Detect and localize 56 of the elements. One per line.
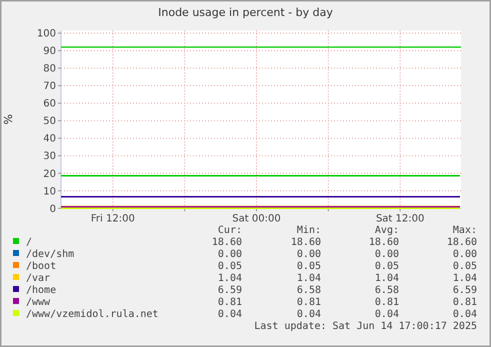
y-tick-label: 100 bbox=[36, 28, 56, 40]
text: 0.05 bbox=[296, 261, 321, 272]
text: 0.81 bbox=[218, 297, 242, 308]
y-tick-label: 90 bbox=[43, 46, 56, 58]
text: 1.04 bbox=[218, 273, 242, 284]
text: 6.59 bbox=[218, 285, 242, 296]
y-tick-label: 0 bbox=[50, 204, 56, 215]
text: 1.04 bbox=[452, 273, 477, 284]
text: 6.58 bbox=[374, 285, 399, 296]
text: 0.81 bbox=[452, 297, 477, 308]
legend-label: /var bbox=[26, 273, 50, 284]
legend-label: /www bbox=[26, 297, 52, 308]
y-tick-label: 40 bbox=[43, 134, 56, 145]
y-tick-label: 20 bbox=[43, 168, 56, 180]
text: Avg: bbox=[374, 225, 399, 236]
legend-label: / bbox=[26, 237, 32, 248]
legend-label: /dev/shm bbox=[26, 249, 74, 260]
y-tick-label: 70 bbox=[43, 81, 56, 92]
legend-label: /home bbox=[26, 285, 56, 296]
y-tick-label: 60 bbox=[43, 98, 56, 110]
text: Last update: Sat Jun 14 17:00:17 2025 bbox=[254, 321, 477, 332]
text: 1.04 bbox=[296, 273, 321, 284]
text: 0.00 bbox=[374, 249, 399, 260]
text: 0.05 bbox=[374, 261, 399, 272]
chart-title: Inode usage in percent - by day bbox=[158, 6, 334, 19]
text: 0.81 bbox=[296, 297, 321, 308]
text: Cur: bbox=[218, 225, 242, 236]
y-tick-label: 10 bbox=[43, 186, 56, 198]
text: 0.00 bbox=[296, 249, 321, 260]
y-axis-title: % bbox=[2, 114, 15, 125]
text: 0.04 bbox=[374, 309, 399, 320]
text: 0.05 bbox=[218, 261, 242, 272]
legend-label: /www/vzemidol.rula.net bbox=[26, 309, 158, 320]
text: 0.04 bbox=[452, 309, 477, 320]
x-tick-label: Sat 00:00 bbox=[232, 213, 281, 224]
text: 0.00 bbox=[452, 249, 477, 260]
x-tick-label: Sat 12:00 bbox=[376, 213, 424, 224]
text: 0.05 bbox=[452, 261, 477, 272]
text: 6.58 bbox=[296, 285, 321, 296]
legend-label: /boot bbox=[26, 261, 56, 272]
y-tick-label: 80 bbox=[43, 64, 56, 75]
text: 0.81 bbox=[374, 297, 399, 308]
text: 0.00 bbox=[218, 249, 242, 260]
text: 18.60 bbox=[446, 237, 477, 248]
text: 18.60 bbox=[290, 237, 321, 248]
text: Max: bbox=[452, 225, 477, 236]
y-tick-label: 50 bbox=[43, 116, 56, 128]
text: 0.04 bbox=[218, 309, 242, 320]
y-tick-label: 30 bbox=[43, 151, 56, 162]
text: 1.04 bbox=[374, 273, 399, 284]
x-tick-label: Fri 12:00 bbox=[90, 213, 135, 224]
text: Min: bbox=[296, 225, 321, 236]
text: 0.04 bbox=[296, 309, 321, 320]
text: 6.59 bbox=[452, 285, 477, 296]
text: 18.60 bbox=[212, 237, 242, 248]
text: 18.60 bbox=[368, 237, 399, 248]
